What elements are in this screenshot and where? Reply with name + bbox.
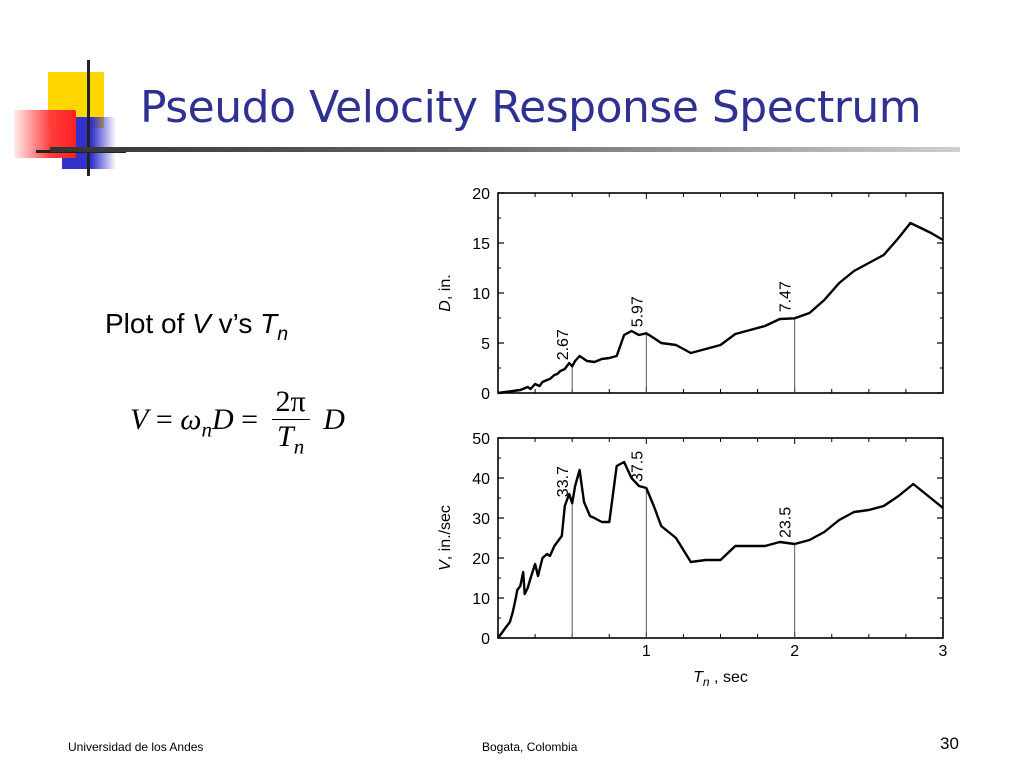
x-tick-label: 3 <box>939 643 948 660</box>
y-axis-label-var: V <box>437 559 454 571</box>
x-axis-label-unit: , sec <box>710 669 748 686</box>
y-tick-label: 5 <box>481 336 490 353</box>
plot-of-text: Plot of V v’s Tn <box>105 308 288 346</box>
eq-d-1: D <box>211 403 234 437</box>
velocity-equation: V = ωnD = 2π Tn D <box>130 385 345 459</box>
footer-location: Bogata, Colombia <box>482 740 578 754</box>
eq-v: V <box>130 403 149 437</box>
plot-frame <box>497 192 944 394</box>
y-tick-label: 15 <box>472 236 490 253</box>
y-tick-label: 0 <box>481 631 490 648</box>
y-axis-label-unit: , in./sec <box>437 505 454 560</box>
eq-equals-2: = <box>241 403 259 437</box>
y-axis-label-unit: , in. <box>437 274 454 300</box>
eq-equals-1: = <box>155 403 173 437</box>
eq-fraction: 2π Tn <box>271 385 310 459</box>
chart-panel-2: 0 10 20 30 40 50 33.7 37.5 23.5 V, in./sec 1 2 3 Tn ,… <box>437 431 948 689</box>
y-tick-label: 40 <box>472 471 490 488</box>
title-underline <box>50 147 960 152</box>
y-axis-label: D, in. <box>437 274 454 311</box>
deco-vertical-line <box>87 60 90 176</box>
slide-title: Pseudo Velocity Response Spectrum <box>140 82 922 133</box>
footer-university: Universidad de los Andes <box>68 740 204 754</box>
y-axis-label-var: D <box>437 300 454 312</box>
plot-of-t: T <box>260 308 278 339</box>
marker-label: 2.67 <box>555 329 572 360</box>
plot-of-vs: v’s <box>218 308 253 339</box>
x-tick-label: 1 <box>642 643 651 660</box>
eq-denominator: Tn <box>272 420 310 459</box>
eq-d-2: D <box>323 403 345 437</box>
page-number: 30 <box>940 734 959 753</box>
x-axis-label: Tn , sec <box>693 669 748 689</box>
y-axis-label: V, in./sec <box>437 505 454 571</box>
marker-label: 23.5 <box>778 507 795 538</box>
data-series-line <box>497 221 944 395</box>
marker-label: 33.7 <box>555 466 572 497</box>
x-axis-label-sub: n <box>703 675 710 689</box>
y-tick-label: 30 <box>472 511 490 528</box>
y-tick-label: 0 <box>481 386 490 403</box>
plot-of-v: V <box>192 308 211 339</box>
eq-t: T <box>277 420 294 453</box>
y-tick-label: 20 <box>472 186 490 203</box>
y-tick-label: 10 <box>472 591 490 608</box>
data-series-line <box>497 460 944 639</box>
marker-label: 7.47 <box>778 281 795 312</box>
marker-label: 37.5 <box>629 451 646 482</box>
y-tick-label: 10 <box>472 286 490 303</box>
plot-of-n: n <box>277 322 289 345</box>
x-tick-label: 2 <box>790 643 799 660</box>
x-axis-label-var: T <box>693 669 704 686</box>
chart-panel-1: 0 5 10 15 20 2.67 5.97 7.47 D, in. <box>437 186 944 403</box>
y-tick-label: 50 <box>472 431 490 448</box>
marker-label: 5.97 <box>629 296 646 327</box>
y-tick-label: 20 <box>472 551 490 568</box>
eq-n-1: n <box>201 417 212 442</box>
eq-omega: ω <box>180 403 202 437</box>
eq-n-2: n <box>293 434 305 459</box>
plot-of-prefix: Plot of <box>105 308 185 339</box>
eq-numerator: 2π <box>271 385 310 420</box>
